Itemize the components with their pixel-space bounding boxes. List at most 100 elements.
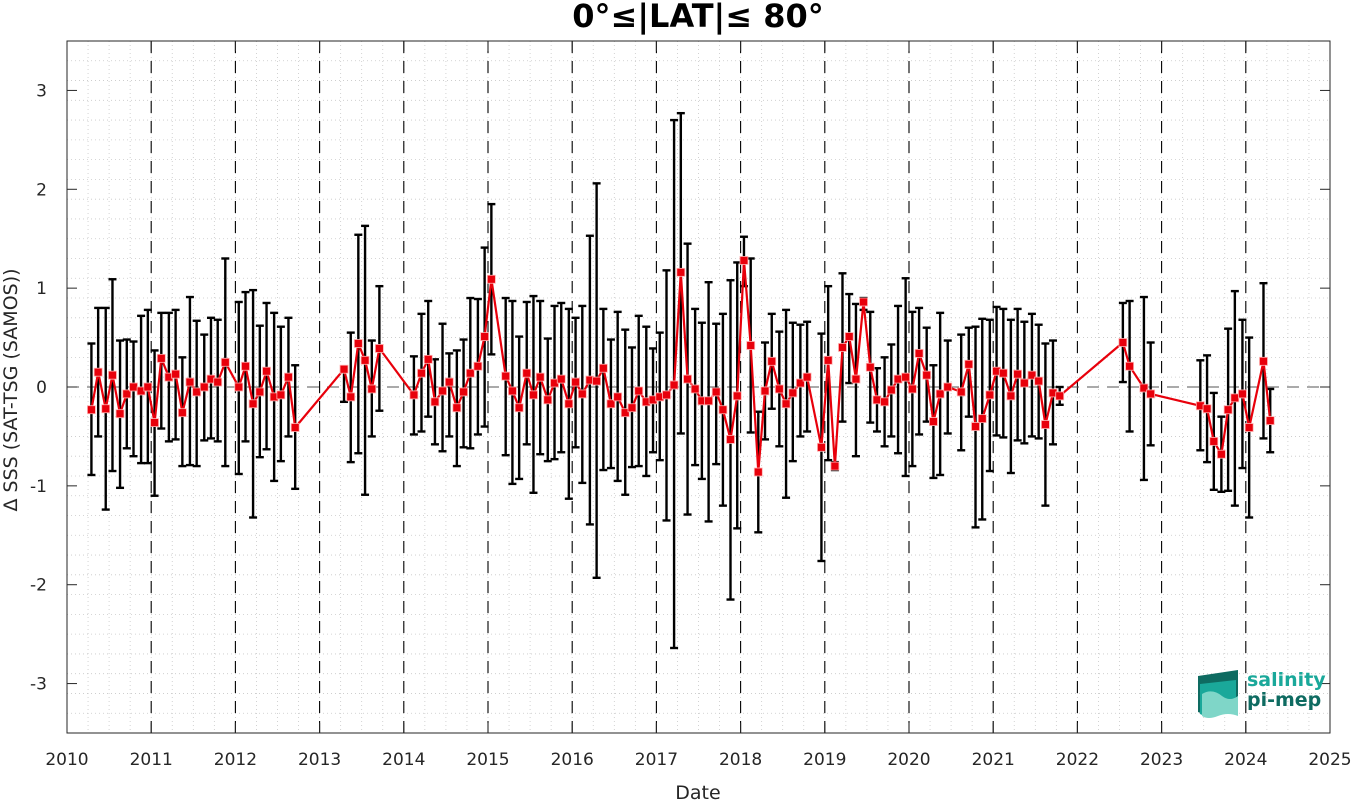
data-point: [473, 361, 483, 371]
y-tick-labels: -3 -2 -1 0 1 2 3: [30, 81, 47, 694]
x-axis-label: Date: [675, 782, 720, 801]
data-point: [417, 368, 426, 378]
data-point: [564, 399, 574, 409]
data-point: [634, 386, 644, 396]
data-point: [767, 356, 777, 366]
data-point: [529, 390, 538, 400]
x-tick-label: 2015: [466, 750, 509, 770]
grid-lines: [66, 40, 1331, 734]
data-point: [353, 339, 363, 348]
data-point: [886, 385, 896, 395]
data-point: [851, 374, 861, 384]
data-point: [556, 374, 566, 384]
y-tick-label: -1: [30, 477, 47, 497]
x-tick-label: 2013: [298, 750, 341, 770]
data-point: [1034, 376, 1044, 386]
axis-ticks: [66, 41, 1331, 733]
data-point: [985, 390, 995, 400]
x-tick-label: 2017: [635, 750, 678, 770]
data-point: [620, 408, 630, 418]
data-point: [1259, 356, 1268, 366]
data-point: [374, 344, 384, 353]
data-point: [514, 403, 524, 413]
data-point: [732, 391, 742, 401]
x-tick-label: 2012: [214, 750, 257, 770]
data-point: [290, 423, 300, 432]
x-tick-label: 2022: [1056, 750, 1099, 770]
data-point: [185, 377, 195, 387]
data-point: [486, 274, 496, 284]
x-tick-label: 2020: [887, 750, 930, 770]
series-markers: [87, 256, 1275, 477]
y-tick-label: -3: [30, 675, 47, 695]
data-point: [459, 387, 468, 397]
x-tick-label: 2024: [1224, 750, 1267, 770]
data-point: [718, 405, 728, 415]
data-point: [248, 399, 258, 409]
data-point: [1027, 370, 1037, 380]
data-point: [746, 341, 756, 350]
x-tick-label: 2021: [972, 750, 1015, 770]
data-point: [284, 372, 293, 382]
error-bar: [599, 307, 608, 472]
data-point: [795, 378, 805, 388]
data-point: [452, 403, 462, 413]
x-tick-label: 2023: [1140, 750, 1183, 770]
x-tick-labels: 2010 2011 2012 2013 2014 2015 2016 2017 2018 2019…: [45, 750, 1351, 770]
data-point: [255, 387, 265, 397]
x-tick-label: 2016: [551, 750, 594, 770]
error-bar: [445, 352, 454, 438]
data-point: [1118, 338, 1128, 347]
data-point: [1265, 416, 1275, 426]
data-point: [726, 434, 735, 444]
x-tick-label: 2014: [382, 750, 425, 770]
data-point: [156, 353, 166, 363]
x-tick-label: 2010: [45, 750, 88, 770]
data-point: [276, 390, 286, 400]
data-point: [339, 364, 349, 374]
data-point: [199, 382, 209, 392]
logo-text-pi-mep: pi-mep: [1247, 689, 1321, 711]
error-bar: [129, 340, 138, 458]
data-point: [859, 297, 868, 307]
data-point: [929, 417, 938, 427]
data-point: [817, 442, 826, 452]
data-point: [711, 387, 721, 397]
data-point: [1238, 389, 1247, 399]
x-tick-label: 2018: [719, 750, 762, 770]
error-bars: [87, 111, 1275, 650]
data-point: [613, 392, 623, 402]
data-point: [143, 382, 153, 392]
data-point: [1209, 436, 1219, 446]
data-point: [753, 467, 763, 477]
data-point: [1202, 404, 1212, 414]
error-bar: [262, 301, 271, 451]
data-point: [844, 332, 854, 341]
data-point: [606, 399, 616, 409]
data-point: [760, 386, 770, 396]
data-point: [662, 390, 671, 400]
data-point: [1019, 378, 1029, 388]
data-point: [907, 384, 917, 394]
data-point: [964, 359, 974, 369]
data-point: [774, 384, 784, 394]
data-point: [108, 370, 117, 380]
data-point: [367, 384, 377, 394]
data-point: [592, 376, 602, 386]
data-point: [171, 369, 181, 379]
data-point: [781, 399, 791, 409]
data-point: [177, 408, 187, 418]
data-point: [676, 267, 686, 277]
data-point: [93, 367, 103, 377]
data-point: [739, 256, 749, 265]
error-bar: [915, 306, 924, 436]
data-point: [508, 386, 517, 396]
x-tick-label: 2025: [1308, 750, 1351, 770]
data-point: [192, 387, 202, 397]
data-point: [115, 409, 125, 419]
data-point: [914, 348, 924, 358]
data-point: [241, 361, 250, 371]
data-point: [893, 374, 903, 384]
data-point: [234, 382, 244, 392]
data-point: [683, 374, 692, 384]
